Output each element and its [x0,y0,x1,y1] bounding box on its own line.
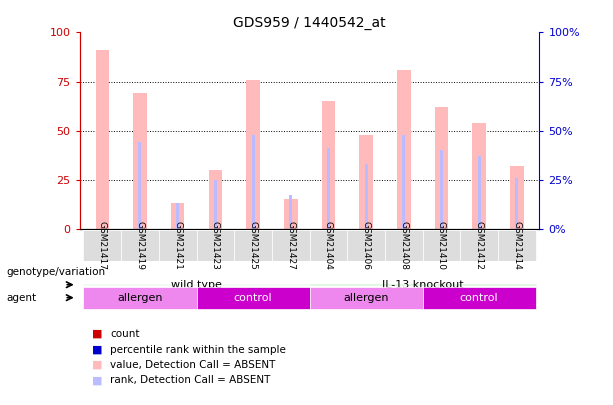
Text: count: count [110,329,140,339]
Bar [284,199,297,229]
Bar [272,230,310,261]
Bar [397,70,411,229]
Text: ■: ■ [92,329,102,339]
Bar [208,170,222,229]
Bar [139,143,142,229]
Bar [365,164,368,229]
Text: GSM21419: GSM21419 [135,221,145,270]
Bar [402,134,405,229]
Text: GSM21425: GSM21425 [248,221,257,270]
Text: GSM21414: GSM21414 [512,221,521,270]
Bar [197,287,310,309]
Bar [234,230,272,261]
Text: GSM21427: GSM21427 [286,221,295,270]
Bar [289,196,292,229]
Bar [310,287,422,309]
Bar [422,230,460,261]
Text: control: control [460,293,498,303]
Bar [460,230,498,261]
Text: percentile rank within the sample: percentile rank within the sample [110,345,286,354]
Bar [159,230,197,261]
Bar [385,230,422,261]
Text: GSM21417: GSM21417 [98,221,107,270]
Bar [83,287,197,309]
Text: allergen: allergen [343,293,389,303]
Bar [176,203,179,229]
Bar [171,203,185,229]
Bar [435,107,448,229]
Text: allergen: allergen [117,293,162,303]
Text: GSM21410: GSM21410 [437,221,446,270]
Bar [121,230,159,261]
Text: GSM21404: GSM21404 [324,221,333,270]
Bar [440,150,443,229]
Text: GSM21421: GSM21421 [173,221,182,270]
Bar [322,101,335,229]
Bar [251,134,254,229]
Bar [310,284,536,286]
Bar [246,79,260,229]
Text: control: control [234,293,272,303]
Bar [96,50,109,229]
Bar [347,230,385,261]
Title: GDS959 / 1440542_at: GDS959 / 1440542_at [234,16,386,30]
Text: value, Detection Call = ABSENT: value, Detection Call = ABSENT [110,360,276,370]
Bar [310,230,347,261]
Text: GSM21423: GSM21423 [211,221,220,270]
Bar [133,93,147,229]
Bar [197,230,234,261]
Bar [473,123,486,229]
Text: ■: ■ [92,375,102,385]
Bar [327,148,330,229]
Bar [83,284,310,286]
Text: genotype/variation: genotype/variation [6,267,105,277]
Text: rank, Detection Call = ABSENT: rank, Detection Call = ABSENT [110,375,271,385]
Text: GSM21412: GSM21412 [474,221,484,270]
Text: ■: ■ [92,345,102,354]
Bar [516,178,519,229]
Bar [422,287,536,309]
Bar [510,166,524,229]
Text: ■: ■ [92,360,102,370]
Bar [83,230,121,261]
Text: GSM21408: GSM21408 [399,221,408,270]
Text: IL-13 knockout: IL-13 knockout [382,280,463,290]
Bar [359,134,373,229]
Bar [214,180,217,229]
Text: wild type: wild type [171,280,222,290]
Bar [478,156,481,229]
Text: GSM21406: GSM21406 [362,221,371,270]
Text: agent: agent [6,293,36,303]
Bar [498,230,536,261]
